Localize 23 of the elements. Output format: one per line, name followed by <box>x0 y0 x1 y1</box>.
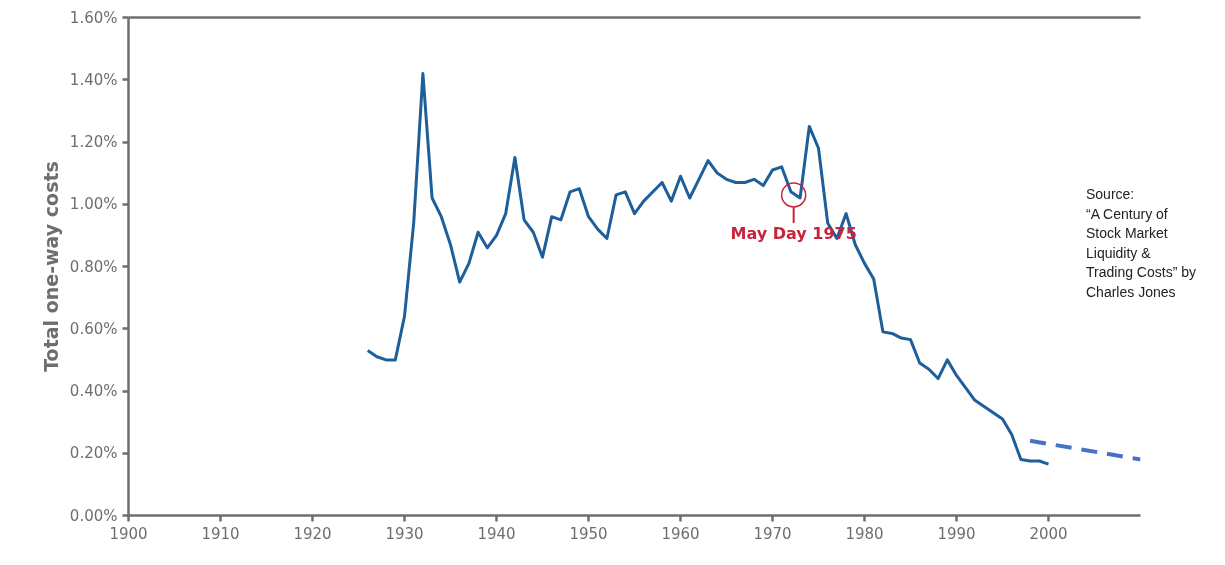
x-tick-label: 1900 <box>109 524 148 543</box>
x-tick-label: 1970 <box>753 524 792 543</box>
y-tick-label: 0.00% <box>69 506 118 525</box>
y-tick-label: 1.60% <box>69 8 118 27</box>
y-tick-label: 0.20% <box>69 444 118 463</box>
y-tick-label: 1.20% <box>69 133 118 151</box>
x-tick-label: 1930 <box>385 524 424 543</box>
y-tick-label: 1.00% <box>69 195 118 214</box>
x-tick-label: 1940 <box>477 524 516 543</box>
x-tick-label: 1910 <box>201 524 240 543</box>
annotation: Source: “A Century of Stock Market Liquidity & Trading Costs” by Charles Jones <box>1086 185 1196 302</box>
y-tick-label: 1.40% <box>69 70 118 89</box>
y-tick-label: 0.60% <box>69 319 118 338</box>
x-tick-label: 1990 <box>937 524 976 543</box>
x-tick-label: 1950 <box>569 524 608 543</box>
x-tick-label: 2000 <box>1029 524 1068 543</box>
x-tick-label: 1980 <box>845 524 884 543</box>
line-series <box>366 72 1050 466</box>
y-tick-label: 0.80% <box>69 257 118 276</box>
x-tick-label: 1960 <box>661 524 700 543</box>
y-axis-title: Total one-way costs <box>39 161 62 372</box>
y-tick-label: 0.40% <box>69 382 118 400</box>
x-tick-label: 1920 <box>293 524 332 543</box>
